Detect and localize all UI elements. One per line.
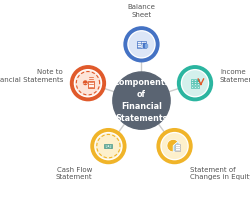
Text: Income
Statement: Income Statement: [220, 69, 250, 83]
Circle shape: [83, 80, 88, 85]
Bar: [191, 79, 193, 81]
Bar: [194, 81, 196, 83]
Circle shape: [92, 130, 124, 162]
Circle shape: [179, 67, 211, 99]
Bar: [144, 43, 145, 47]
Circle shape: [72, 67, 104, 99]
Text: Note to
Financial Statements: Note to Financial Statements: [0, 69, 63, 83]
Bar: [191, 83, 193, 85]
Text: Statement of
Changes in Equity: Statement of Changes in Equity: [190, 167, 250, 180]
Circle shape: [125, 28, 158, 61]
Circle shape: [182, 70, 208, 96]
Circle shape: [162, 133, 188, 159]
Circle shape: [113, 72, 170, 129]
Bar: [197, 83, 199, 85]
Bar: [191, 86, 193, 88]
Bar: [197, 79, 199, 81]
Bar: [104, 144, 112, 148]
Text: Components
of
Financial
Statements: Components of Financial Statements: [113, 78, 170, 123]
Circle shape: [128, 31, 154, 57]
Wedge shape: [167, 139, 178, 152]
Wedge shape: [173, 142, 180, 152]
Bar: [136, 41, 146, 48]
Bar: [146, 44, 147, 47]
Text: ...: ...: [82, 80, 88, 85]
Bar: [88, 81, 94, 88]
Bar: [191, 81, 193, 83]
Bar: [174, 144, 180, 151]
Bar: [142, 45, 143, 47]
Circle shape: [96, 133, 121, 159]
Bar: [197, 86, 199, 88]
Circle shape: [107, 145, 110, 148]
Bar: [194, 79, 196, 81]
Text: Balance
Sheet: Balance Sheet: [128, 4, 156, 18]
Circle shape: [158, 130, 191, 162]
Bar: [197, 81, 199, 83]
Bar: [194, 83, 196, 85]
Text: Cash Flow
Statement: Cash Flow Statement: [56, 167, 92, 180]
Bar: [194, 86, 196, 88]
Circle shape: [75, 70, 101, 96]
